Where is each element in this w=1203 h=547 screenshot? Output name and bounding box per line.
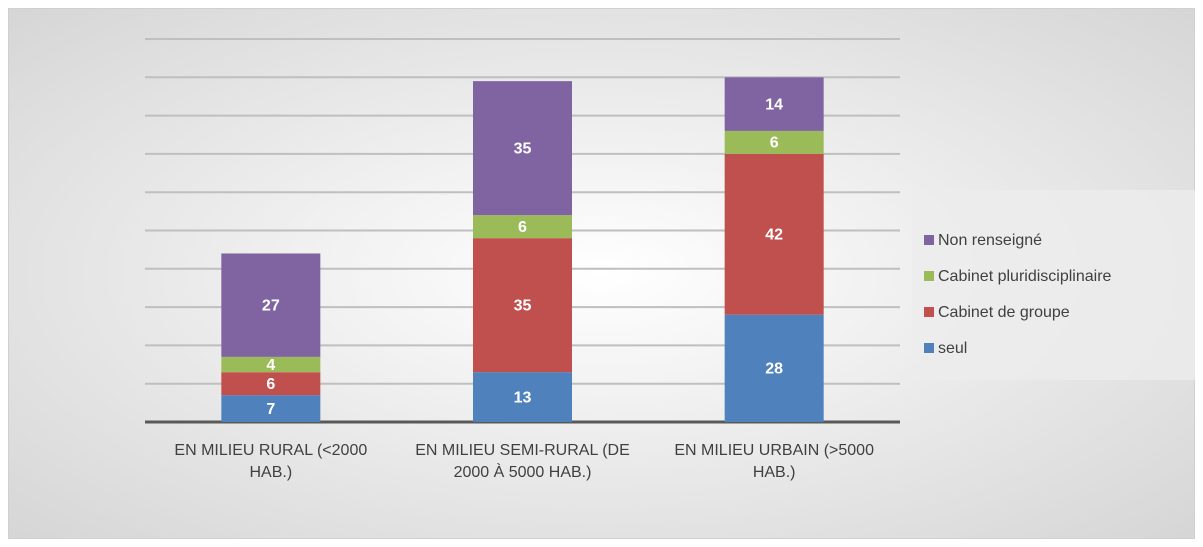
data-label: 35: [514, 140, 532, 157]
bar-segment: [724, 77, 824, 131]
legend-swatch: [924, 271, 934, 281]
data-label: 6: [770, 135, 779, 152]
x-tick-label: EN MILIEU URBAIN (>5000 HAB.): [674, 442, 874, 481]
bar-segment: [724, 314, 824, 422]
data-label: 42: [765, 227, 783, 244]
data-label: 28: [765, 361, 783, 378]
data-label: 6: [266, 376, 275, 393]
data-label: 13: [514, 389, 532, 406]
data-label: 7: [266, 401, 275, 418]
bar-segment: [473, 215, 572, 239]
x-tick-label: EN MILIEU RURAL (<2000 HAB.): [174, 442, 368, 481]
bar-segment: [221, 253, 321, 357]
legend-swatch: [924, 343, 934, 353]
bar-segment: [221, 372, 321, 396]
data-label: 4: [266, 357, 275, 374]
bar-segment: [724, 153, 824, 315]
legend-swatch: [924, 235, 934, 245]
bar-segment: [473, 238, 572, 373]
legend-swatch: [924, 307, 934, 317]
legend-label: Cabinet pluridisciplinaire: [938, 268, 1112, 285]
bar-segment: [473, 372, 572, 422]
data-label: 6: [518, 219, 527, 236]
bar-segment: [221, 356, 321, 373]
data-label: 27: [262, 297, 280, 314]
data-label: 14: [765, 96, 783, 113]
data-label: 35: [514, 297, 532, 314]
bar-segment: [724, 130, 824, 154]
legend-label: Cabinet de groupe: [938, 304, 1070, 321]
x-tick-label: EN MILIEU SEMI-RURAL (DE 2000 À 5000 HAB…: [415, 442, 630, 481]
legend-label: Non renseigné: [938, 232, 1042, 249]
bar-segment: [221, 395, 321, 422]
bar-segment: [473, 81, 572, 216]
legend-box: [912, 190, 1195, 380]
legend-label: seul: [938, 340, 967, 357]
